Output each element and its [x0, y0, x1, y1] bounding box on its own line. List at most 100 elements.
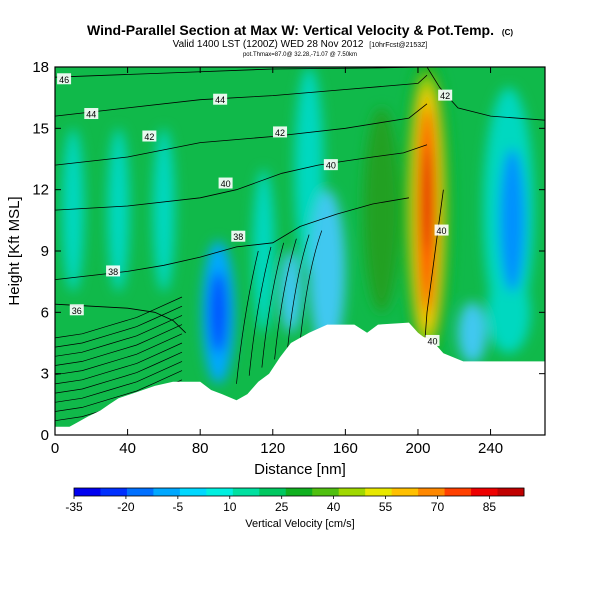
theta-contour-label-text: 46	[59, 75, 69, 85]
colorbar-tick-label: 25	[275, 500, 289, 514]
theta-contour-label-text: 44	[86, 110, 96, 120]
theta-contour-label-text: 40	[427, 336, 437, 346]
colorbar-swatch	[312, 488, 340, 496]
weak-updraft-band	[252, 169, 275, 333]
chart-title: Wind-Parallel Section at Max W: Vertical…	[87, 22, 494, 38]
theta-contour-line	[426, 67, 545, 121]
colorbar-tick-label: 70	[431, 500, 445, 514]
theta-contour-line	[55, 370, 183, 412]
theta-contour-line	[55, 324, 183, 366]
x-tick-label: 120	[260, 440, 285, 457]
theta-contour-label-text: 44	[215, 95, 225, 105]
theta-contour-line	[55, 303, 186, 334]
weak-updraft-band	[153, 128, 175, 292]
theta-contour-label-bg	[106, 265, 121, 277]
weak-downdraft-band	[457, 302, 487, 364]
theta-contour-line	[55, 333, 183, 376]
updraft-core-max	[421, 148, 433, 251]
x-tick-label: 40	[119, 440, 136, 457]
svg-text:Valid 1400 LST (1200Z) WED 28: Valid 1400 LST (1200Z) WED 28 Nov 2012 […	[173, 39, 428, 50]
theta-contour-label-bg	[213, 93, 228, 105]
vertical-velocity-field	[62, 67, 535, 384]
theta-contour-label: 44	[84, 108, 99, 120]
theta-contour-label-text: 40	[326, 161, 336, 171]
theta-contour-line	[55, 342, 183, 385]
theta-contour-line	[55, 74, 428, 117]
colorbar-swatch	[259, 488, 287, 496]
theta-contour-label: 42	[142, 130, 157, 142]
colorbar-tick-label: 10	[223, 500, 237, 514]
colorbar-swatch	[338, 488, 366, 496]
theta-contour-label-bg	[323, 159, 338, 171]
theta-contour-label-text: 36	[72, 306, 82, 316]
theta-contour-label-bg	[84, 108, 99, 120]
theta-contour-label-text: 38	[108, 267, 118, 277]
theta-contour-label: 40	[425, 334, 440, 346]
theta-contour-line	[55, 351, 183, 394]
theta-contour-label: 38	[106, 265, 121, 277]
terrain-mask	[55, 322, 545, 435]
theta-contour-label-bg	[218, 177, 233, 189]
theta-contour-line	[248, 246, 272, 376]
theta-contour-line	[286, 234, 310, 352]
colorbar-swatch	[285, 488, 313, 496]
y-tick-label: 12	[32, 182, 49, 199]
theta-contour-label: 38	[231, 230, 246, 242]
colorbar-swatch	[206, 488, 234, 496]
colorbar-swatch	[444, 488, 472, 496]
theta-contour-line	[55, 144, 428, 211]
x-tick-label: 80	[192, 440, 209, 457]
colorbar-tick-label: -5	[173, 500, 184, 514]
theta-contour-label-bg	[434, 224, 449, 236]
colorbar-swatch	[179, 488, 207, 496]
weak-downdraft-band	[280, 251, 302, 333]
theta-contour-label-text: 38	[233, 232, 243, 242]
colorbar: -35 -20 -5 10 25 40 55 70 85	[65, 487, 525, 514]
theta-contour-line	[424, 189, 444, 337]
theta-contour-line	[55, 103, 428, 166]
theta-contour-label-text: 42	[144, 132, 154, 142]
x-axis-label: Distance [nm]	[254, 461, 346, 478]
colorbar-tick-label: 85	[483, 500, 497, 514]
x-tick-label: 160	[333, 440, 358, 457]
weak-updraft-band	[107, 128, 130, 292]
theta-contour-label: 42	[438, 89, 453, 101]
colorbar-swatch	[232, 488, 260, 496]
x-tick-label: 200	[405, 440, 430, 457]
theta-contour-label-bg	[142, 130, 157, 142]
y-tick-label: 9	[41, 243, 49, 260]
colorbar-frame	[73, 487, 525, 497]
theta-contour-label-bg	[57, 73, 72, 85]
downdraft-weak	[499, 148, 526, 292]
y-tick-label: 15	[32, 120, 49, 137]
colorbar-tick-label: 40	[327, 500, 341, 514]
weak-updraft-band	[62, 128, 85, 292]
svg-text:Wind-Parallel Section at Max W: Wind-Parallel Section at Max W: Vertical…	[87, 22, 513, 38]
theta-contour-label-text: 42	[440, 91, 450, 101]
updraft-shoulder	[363, 107, 400, 313]
y-tick-label: 18	[32, 59, 49, 76]
weak-downdraft-band	[309, 189, 346, 354]
y-tick-label: 0	[41, 427, 49, 444]
colorbar-swatch	[391, 488, 419, 496]
downdraft-inner	[209, 271, 228, 354]
theta-contour-label-bg	[69, 304, 84, 316]
chart-subtitle-2: pot.Thmax=87.0@ 32.28,-71.07 @ 7.50km	[243, 52, 357, 58]
plot-area	[55, 67, 545, 435]
theta-contour-line	[299, 230, 323, 344]
colorbar-tick-label: -35	[65, 500, 83, 514]
colorbar-swatch	[497, 488, 525, 496]
theta-contour-label: 40	[434, 224, 449, 236]
x-tick-label: 0	[51, 440, 59, 457]
theta-contour-label-bg	[425, 334, 440, 346]
x-axis-ticks: 0 40 80 120 160 200 240	[51, 67, 503, 457]
y-tick-label: 6	[41, 304, 49, 321]
theta-contour-label-text: 40	[437, 226, 447, 236]
y-axis-ticks: 0 36 9 12 15 18	[32, 59, 545, 444]
theta-contour-label: 46	[57, 73, 72, 85]
y-axis-label: Height [Kft MSL]	[6, 196, 23, 305]
colorbar-swatch	[365, 488, 393, 496]
theta-contour-label-bg	[438, 89, 453, 101]
theta-contour-label: 40	[218, 177, 233, 189]
